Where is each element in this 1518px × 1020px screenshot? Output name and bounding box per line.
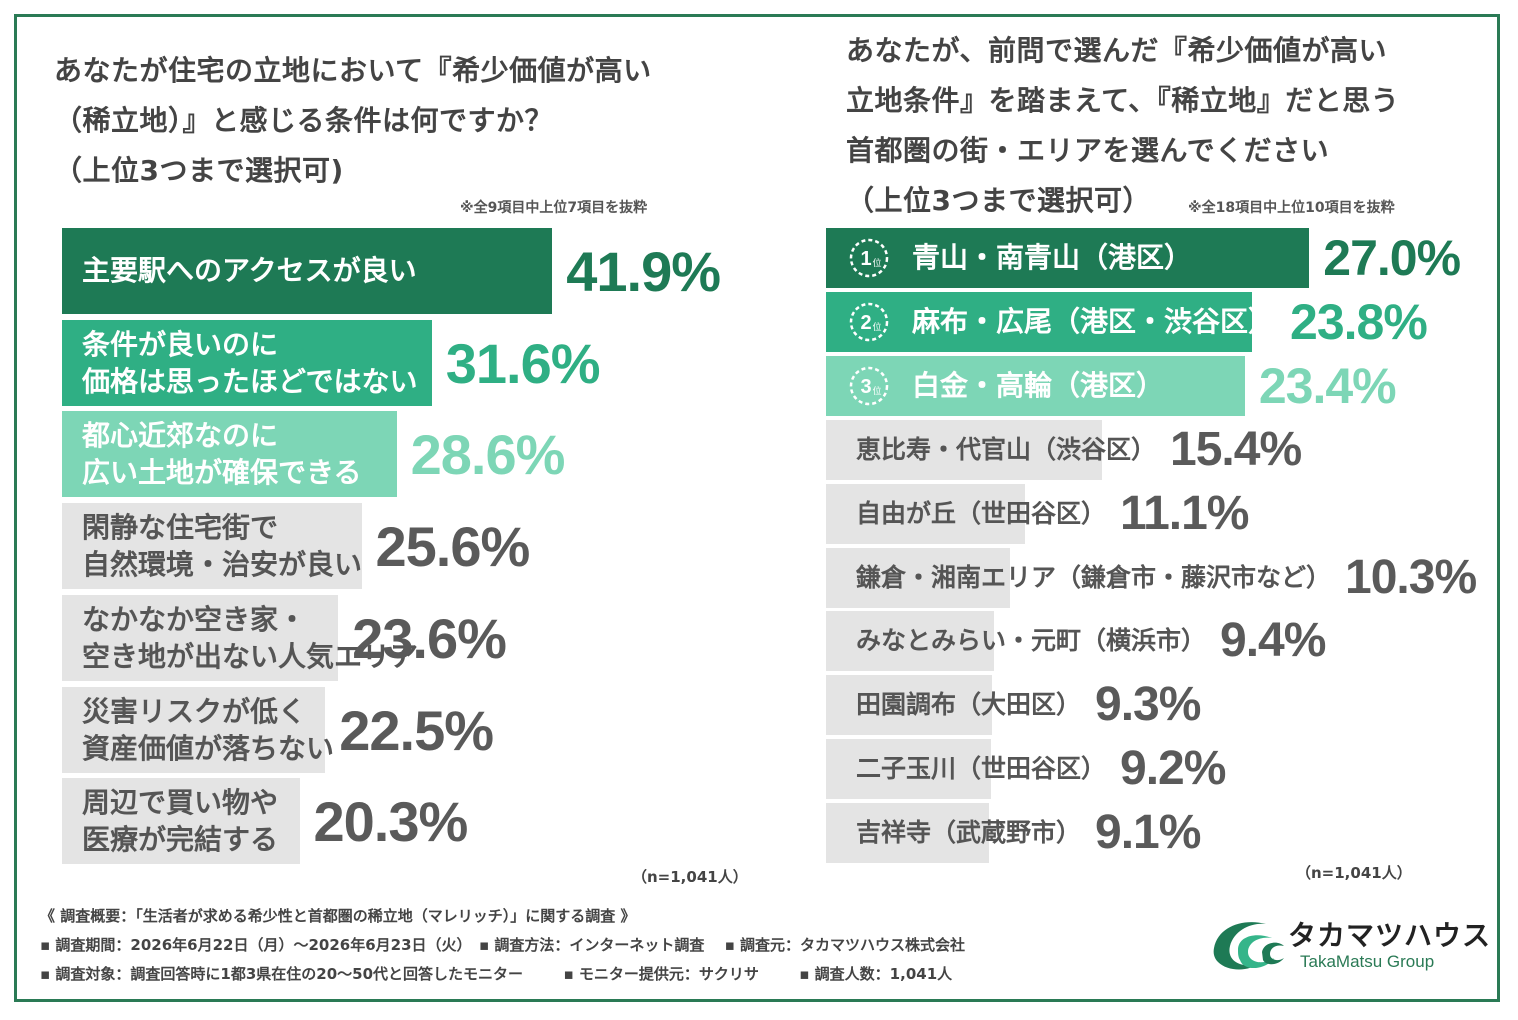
right-bar-10 (826, 803, 989, 864)
svg-text:位: 位 (872, 385, 881, 397)
right-bar-value-8: 9.3% (1095, 678, 1201, 732)
right-bar-value-7: 9.4% (1220, 614, 1326, 668)
right-bar-label-6: 鎌倉・湘南エリア（鎌倉市・藤沢市など） (856, 562, 1332, 592)
left-note: ※全9項目中上位7項目を抜粋 (460, 200, 648, 216)
right-bar-value-6: 10.3% (1345, 550, 1477, 604)
svg-text:2: 2 (860, 312, 871, 334)
outer-frame (14, 14, 1500, 1002)
logo-mark-icon (1213, 922, 1284, 970)
left-bar-label-6: 災害リスクが低く 資産価値が落ちない (82, 694, 335, 765)
logo-name: タカマツハウス (1288, 919, 1492, 952)
right-bar-label-9: 二子玉川（世田谷区） (856, 754, 1107, 784)
left-bar-label-2: 条件が良いのに 価格は思ったほどではない (82, 327, 418, 398)
right-note: ※全18項目中上位10項目を抜粋 (1188, 200, 1395, 216)
right-bar-label-4: 恵比寿・代官山（渋谷区） (856, 434, 1157, 464)
survey-details-line-2: ▪ 調査対象：調査回答時に1都3県在住の20～50代と回答したモニター ▪ モニ… (40, 965, 953, 983)
svg-text:位: 位 (872, 321, 881, 333)
survey-summary-heading: 《 調査概要：「生活者が求める希少性と首都圏の稀立地（マレリッチ）」に関する調査… (40, 907, 636, 925)
right-bar-value-10: 9.1% (1095, 806, 1201, 860)
svg-text:位: 位 (872, 257, 881, 269)
left-bar-4 (62, 503, 362, 590)
left-bar-value-4: 25.6% (375, 515, 531, 579)
left-bar-2 (62, 319, 432, 406)
left-bar-value-6: 22.5% (339, 698, 494, 762)
right-question-title: あなたが、前問で選んだ『希少価値が高い 立地条件』を踏まえて、『稀立地』だと思う… (846, 34, 1400, 217)
company-logo: タカマツハウス TakaMatsu Group (1208, 912, 1490, 978)
left-question-title: あなたが住宅の立地において『希少価値が高い （稀立地）』と感じる条件は何ですか？… (54, 54, 652, 187)
left-bar-value-2: 31.6% (445, 331, 601, 395)
right-bar-5 (826, 483, 1025, 544)
right-bar-2 (826, 291, 1253, 352)
right-bar-label-10: 吉祥寺（武蔵野市） (856, 818, 1082, 848)
svg-text:1: 1 (860, 248, 871, 270)
right-bar-label-8: 田園調布（大田区） (856, 690, 1082, 720)
right-bar-value-2: 23.8% (1290, 293, 1428, 350)
left-bar-label-7: 周辺で買い物や 医療が完結する (82, 786, 279, 857)
left-bar-label-3: 都心近郊なのに 広い土地が確保できる (82, 419, 362, 490)
right-bar-value-9: 9.2% (1120, 742, 1226, 796)
svg-text:3: 3 (860, 376, 871, 398)
right-bar-label-2: 麻布・広尾（港区・渋谷区） (912, 304, 1277, 338)
left-bar-5 (62, 594, 339, 681)
left-bar-6 (62, 686, 326, 773)
left-bar-value-1: 41.9% (566, 240, 721, 303)
right-bar-1 (826, 228, 1310, 288)
right-bar-7 (826, 611, 995, 672)
right-bar-6 (826, 547, 1011, 608)
right-bar-label-3: 白金・高輪（港区） (912, 368, 1165, 402)
right-bar-label-1: 青山・南青山（港区） (912, 241, 1193, 274)
right-bar-value-1: 27.0% (1323, 230, 1461, 286)
right-bar-3 (826, 355, 1245, 416)
right-sample-size: （n=1,041人） (1296, 864, 1412, 882)
left-bar-value-5: 23.6% (352, 606, 507, 670)
right-bar-8 (826, 675, 993, 736)
left-sample-size: （n=1,041人） (632, 868, 748, 886)
left-bar-value-7: 20.3% (313, 790, 469, 854)
left-bar-label-1: 主要駅へのアクセスが良い (82, 254, 417, 287)
right-bar-9 (826, 739, 991, 800)
left-bar-1 (62, 228, 553, 314)
right-bar-value-5: 11.1% (1120, 486, 1249, 540)
left-bar-label-5: なかなか空き家・ 空き地が出ない人気エリア (82, 602, 419, 673)
left-bar-value-3: 28.6% (410, 423, 566, 487)
left-bar-7 (62, 778, 300, 865)
right-bar-4 (826, 419, 1102, 480)
right-bar-label-7: みなとみらい・元町（横浜市） (856, 626, 1207, 656)
logo-subtitle: TakaMatsu Group (1300, 952, 1435, 971)
right-bar-value-3: 23.4% (1258, 357, 1397, 414)
left-bar-label-4: 閑静な住宅街で 自然環境・治安が良い (82, 511, 363, 582)
right-bar-value-4: 15.4% (1170, 422, 1302, 476)
right-bar-label-5: 自由が丘（世田谷区） (856, 498, 1107, 528)
survey-details-line-1: ▪ 調査期間：2026年6月22日（月）～2026年6月23日（火） ▪ 調査方… (40, 936, 966, 954)
left-bar-3 (62, 411, 397, 498)
